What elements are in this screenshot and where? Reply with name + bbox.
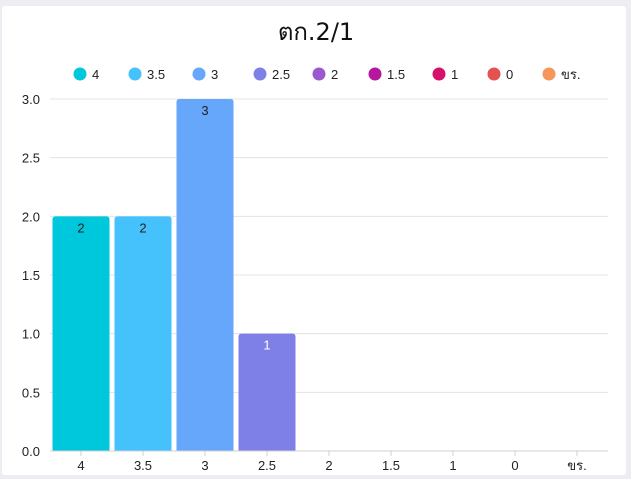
- legend-label: 3.5: [147, 67, 165, 82]
- legend-item-8[interactable]: ขร.: [542, 67, 581, 82]
- x-tick-label: ขร.: [567, 458, 586, 473]
- y-tick-label: 1.5: [22, 268, 40, 283]
- legend-marker: [432, 67, 446, 81]
- legend-item-0[interactable]: 4: [73, 67, 100, 82]
- legend-marker: [312, 67, 326, 81]
- bar-3: [176, 99, 234, 451]
- x-tick-label: 0: [511, 458, 518, 473]
- legend-label: 2: [331, 67, 338, 82]
- legend: 4 3.5 3 2.5 2 1.5 1 0 ขร.: [73, 67, 581, 82]
- y-tick-label: 2.0: [22, 209, 40, 224]
- chart-card: ตก.2/1 4 3.5 3 2.5 2 1.5 1 0 ขร. 2 2 3 1 0.0 0.5 1.0 1…: [2, 6, 626, 475]
- chart-title: ตก.2/1: [278, 18, 354, 46]
- bar-data-label: 1: [263, 338, 270, 353]
- x-axis: 4 3.5 3 2.5 2 1.5 1 0 ขร.: [50, 450, 608, 473]
- bar-data-label: 2: [77, 220, 84, 235]
- x-tick-label: 1: [449, 458, 456, 473]
- bar-data-label: 3: [201, 103, 208, 118]
- legend-item-7[interactable]: 0: [487, 67, 514, 82]
- bar-data-label: 2: [139, 220, 146, 235]
- legend-item-5[interactable]: 1.5: [368, 67, 406, 82]
- y-tick-label: 1.0: [22, 327, 40, 342]
- x-tick-label: 1.5: [382, 458, 400, 473]
- legend-item-6[interactable]: 1: [432, 67, 459, 82]
- y-tick-label: 0.5: [22, 385, 40, 400]
- legend-marker: [128, 67, 142, 81]
- legend-label: 2.5: [272, 67, 290, 82]
- y-tick-label: 2.5: [22, 151, 40, 166]
- legend-item-4[interactable]: 2: [312, 67, 339, 82]
- legend-item-3[interactable]: 2.5: [253, 67, 291, 82]
- x-tick-label: 3.5: [134, 458, 152, 473]
- bar-3.5: [114, 216, 172, 451]
- legend-label: 3: [211, 67, 218, 82]
- legend-label: 1: [451, 67, 458, 82]
- x-tick-label: 4: [77, 458, 84, 473]
- legend-item-2[interactable]: 3: [192, 67, 219, 82]
- x-tick-label: 2: [325, 458, 332, 473]
- legend-marker: [368, 67, 382, 81]
- x-tick-label: 3: [201, 458, 208, 473]
- legend-label: 0: [506, 67, 513, 82]
- legend-label: ขร.: [561, 67, 580, 82]
- bars: 2 2 3 1: [52, 99, 296, 451]
- legend-item-1[interactable]: 3.5: [128, 67, 166, 82]
- legend-marker: [542, 67, 556, 81]
- y-axis: 0.0 0.5 1.0 1.5 2.0 2.5 3.0: [22, 92, 40, 459]
- bar-2.5: [238, 333, 296, 451]
- legend-marker: [487, 67, 501, 81]
- legend-label: 1.5: [387, 67, 405, 82]
- y-tick-label: 3.0: [22, 92, 40, 107]
- legend-marker: [192, 67, 206, 81]
- legend-marker: [73, 67, 87, 81]
- legend-label: 4: [92, 67, 99, 82]
- bar-chart: ตก.2/1 4 3.5 3 2.5 2 1.5 1 0 ขร. 2 2 3 1 0.0 0.5 1.0 1…: [22, 18, 608, 473]
- y-tick-label: 0.0: [22, 444, 40, 459]
- bar-4: [52, 216, 110, 451]
- legend-marker: [253, 67, 267, 81]
- x-tick-label: 2.5: [258, 458, 276, 473]
